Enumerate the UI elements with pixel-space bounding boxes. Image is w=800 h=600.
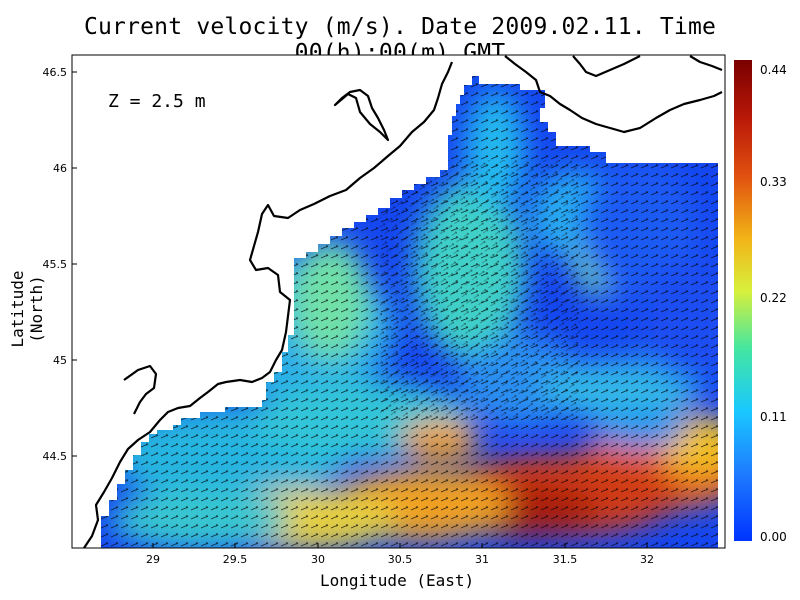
x-tick-label: 30.5 (388, 553, 413, 566)
colorbar-tick-label: 0.00 (760, 530, 787, 544)
colorbar-tick-label: 0.33 (760, 175, 787, 189)
y-tick-label: 46 (53, 162, 67, 175)
y-axis-label: Latitude (North) (8, 270, 46, 348)
colorbar-gradient (734, 60, 752, 541)
colorbar-tick-label: 0.44 (760, 63, 787, 77)
x-tick-label: 29 (146, 553, 160, 566)
colorbar-tick-label: 0.22 (760, 291, 787, 305)
y-tick-label: 45.5 (43, 258, 68, 271)
x-tick-label: 30 (311, 553, 325, 566)
x-tick-label: 32 (640, 553, 654, 566)
colorbar: 0.44 0.33 0.22 0.11 0.00 (734, 60, 787, 544)
x-axis-label: Longitude (East) (320, 571, 475, 590)
x-tick-label: 31 (475, 553, 489, 566)
x-tick-label: 31.5 (553, 553, 578, 566)
plot-frame (71, 54, 726, 549)
x-axis: 29 29.5 30 30.5 31 31.5 32 (146, 543, 654, 566)
y-tick-label: 46.5 (43, 66, 68, 79)
y-tick-label: 44.5 (43, 450, 68, 463)
x-tick-label: 29.5 (223, 553, 248, 566)
depth-label: Z = 2.5 m (108, 91, 206, 112)
y-tick-label: 45 (53, 354, 67, 367)
coastline (83, 55, 723, 549)
y-axis: 44.5 45 45.5 46 46.5 (43, 66, 77, 463)
chart-title: Current velocity (m/s). Date 2009.02.11.… (83, 14, 717, 66)
colorbar-tick-label: 0.11 (760, 410, 787, 424)
